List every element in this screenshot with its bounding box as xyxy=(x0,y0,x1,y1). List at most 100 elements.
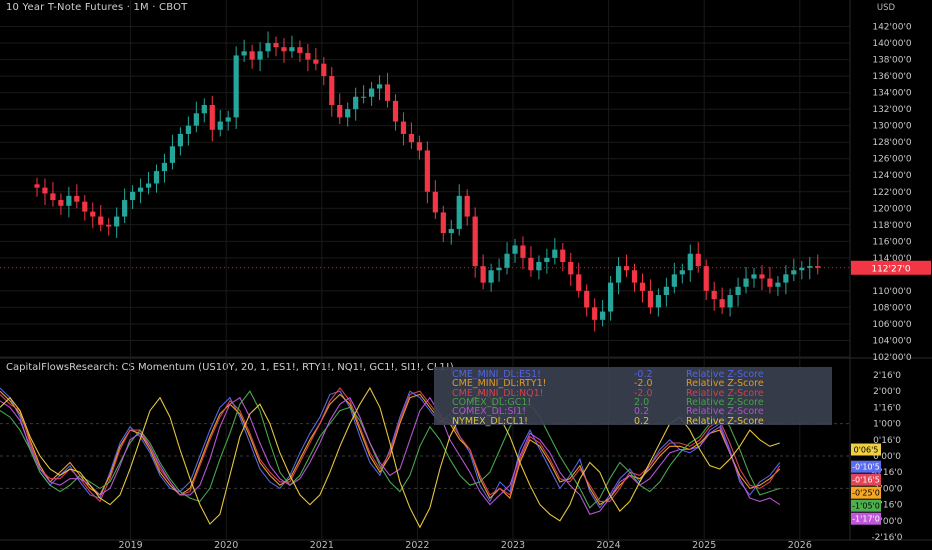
legend-label: Relative Z-Score xyxy=(686,378,764,390)
candle-body xyxy=(592,307,598,320)
price-tick: 138'00'0 xyxy=(872,56,912,66)
last-price-label: 112'27'0 xyxy=(871,264,911,274)
indicator-lines xyxy=(0,386,781,529)
candle-body xyxy=(512,245,518,254)
legend-row: NYMEX_DL:CL1! 0.2 Relative Z-Score xyxy=(434,416,832,427)
price-tick: 116'00'0 xyxy=(872,237,912,247)
candle-body xyxy=(544,257,550,262)
candle-body xyxy=(361,96,367,98)
candle-body xyxy=(249,51,255,60)
price-tick: 134'00'0 xyxy=(872,89,912,99)
value-badge-text: -0'25'0 xyxy=(852,489,880,498)
chart-title: 10 Year T-Note Futures · 1M · CBOT xyxy=(6,2,188,13)
indicator-tick: 2'16'0 xyxy=(873,371,901,381)
candle-body xyxy=(496,267,502,271)
candle-body xyxy=(153,171,160,184)
value-badge xyxy=(851,473,881,486)
legend-name: NYMEX_DL:CL1! xyxy=(452,415,528,427)
legend-value: -2.0 xyxy=(634,387,653,399)
candle-body xyxy=(671,274,677,287)
candle-body xyxy=(735,286,741,296)
candle-body xyxy=(687,253,693,271)
price-tick: 110'00'0 xyxy=(872,287,912,297)
candle-body xyxy=(114,216,120,227)
candle-body xyxy=(615,266,622,283)
candle-body xyxy=(345,109,351,118)
indicator-tick: -2'16'0 xyxy=(871,533,902,543)
candle-body xyxy=(58,200,64,206)
candle-body xyxy=(799,267,805,271)
candle-body xyxy=(241,51,247,56)
candle-body xyxy=(751,274,757,279)
candle-body xyxy=(679,270,685,275)
candle-body xyxy=(313,59,319,64)
candle-body xyxy=(297,47,303,53)
candle-body xyxy=(639,282,646,291)
candle-body xyxy=(560,249,566,262)
indicator-tick: 0'16'0 xyxy=(873,436,901,446)
candle-body xyxy=(161,162,168,172)
candle-body xyxy=(137,187,144,192)
indicator-tick: -0'16'0 xyxy=(871,468,902,478)
candle-body xyxy=(631,270,638,283)
candle-body xyxy=(217,121,223,130)
value-badge-text: -1'05'0 xyxy=(852,502,880,511)
price-tick: 122'00'0 xyxy=(872,188,912,198)
legend-label: Relative Z-Score xyxy=(686,396,764,408)
value-badge xyxy=(851,512,881,525)
indicator-tick: -1'16'0 xyxy=(871,501,902,511)
candle-body xyxy=(225,117,231,122)
candle-body xyxy=(807,266,813,268)
legend-value: -0.2 xyxy=(634,369,653,380)
price-tick: 118'00'0 xyxy=(872,221,912,231)
candle-body xyxy=(169,146,176,163)
price-tick: 114'00'0 xyxy=(872,254,912,264)
candle-body xyxy=(703,266,709,291)
legend-value: -2.0 xyxy=(634,378,653,390)
candle-body xyxy=(185,125,191,134)
candle-body xyxy=(66,195,72,206)
candle-body xyxy=(440,212,446,234)
candle-body xyxy=(719,299,725,308)
indicator-tick: 2'00'0 xyxy=(873,387,901,397)
candle-body xyxy=(321,63,327,77)
indicator-title: CapitalFlowsResearch: CS Momentum (US10Y… xyxy=(6,362,454,373)
year-label: 2022 xyxy=(405,540,429,550)
candle-body xyxy=(488,270,494,283)
candle-body xyxy=(655,295,661,308)
price-tick: 106'00'0 xyxy=(872,320,912,330)
year-label: 2024 xyxy=(597,540,621,550)
legend-label: Relative Z-Score xyxy=(686,406,764,418)
candle-body xyxy=(193,113,199,126)
time-axis: 2019 2020 2021 2022 2023 2024 2025 2026 xyxy=(119,540,812,550)
candle-body xyxy=(775,282,781,287)
legend-name: CME_MINI_DL:RTY1! xyxy=(452,378,547,390)
legend-value: 2.0 xyxy=(634,396,650,408)
price-tick: 142'00'0 xyxy=(872,23,912,33)
candle-body xyxy=(289,47,295,52)
candle-body xyxy=(424,150,430,192)
legend-name: CME_MINI_DL:ES1! xyxy=(452,369,541,380)
candle-body xyxy=(369,88,375,97)
currency-label: USD xyxy=(877,3,896,13)
candle-body xyxy=(337,105,343,118)
candle-body xyxy=(273,43,279,48)
candle-body xyxy=(177,133,183,147)
candle-body xyxy=(281,47,287,52)
candle-body xyxy=(536,261,542,271)
legend-row: CME_MINI_DL:RTY1! -2.0 Relative Z-Score xyxy=(434,378,832,389)
series-line-3 xyxy=(0,390,780,509)
candle-body xyxy=(233,55,239,118)
value-badge xyxy=(851,460,881,473)
legend-row: COMEX_DL:SI1! 0.2 Relative Z-Score xyxy=(434,406,832,417)
price-tick: 108'00'0 xyxy=(872,303,912,313)
value-badge xyxy=(851,499,881,512)
candle-body xyxy=(106,224,112,227)
candle-body xyxy=(576,274,582,291)
candle-body xyxy=(392,100,399,122)
candle-body xyxy=(122,200,128,217)
price-tick: 136'00'0 xyxy=(872,72,912,82)
value-badge-text: 0'06'5 xyxy=(854,446,879,455)
